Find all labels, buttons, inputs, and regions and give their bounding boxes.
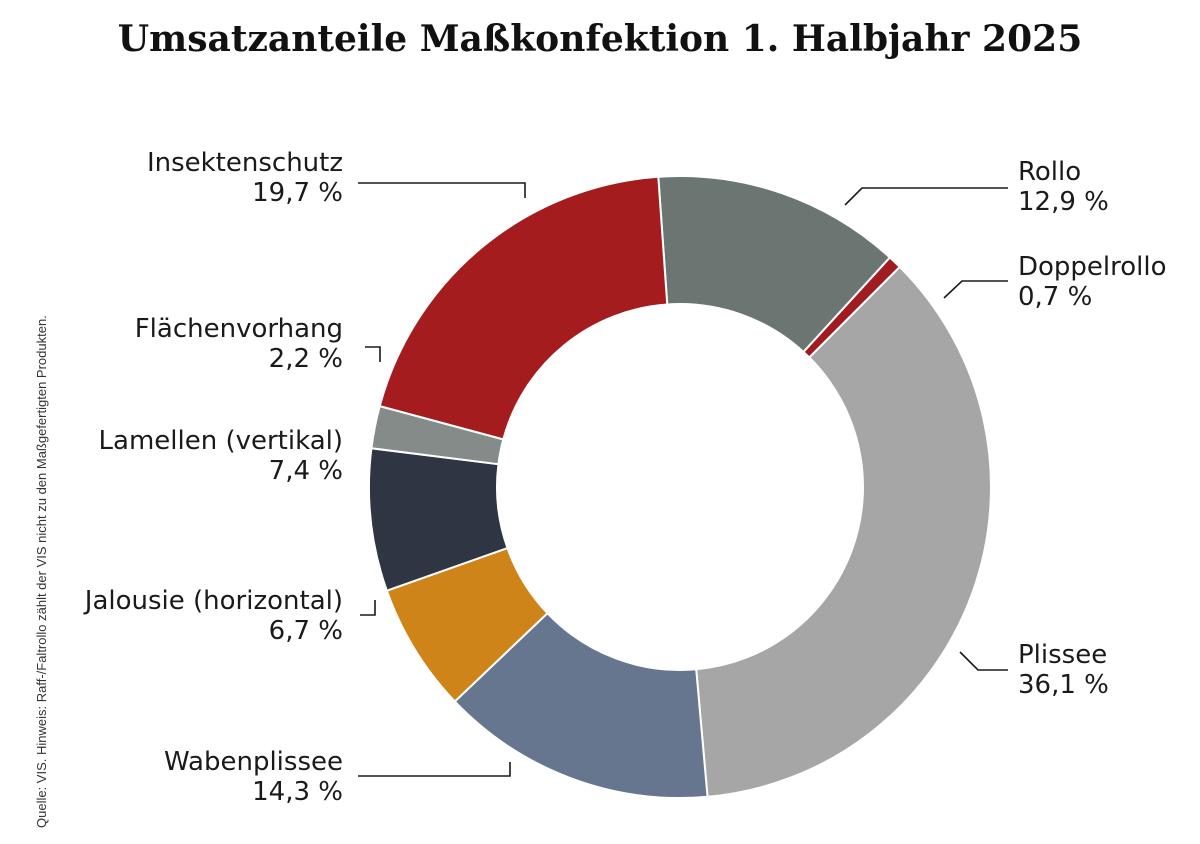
slice-insektenschutz xyxy=(378,175,669,441)
slice-value-insektenschutz: 19,7 % xyxy=(252,178,343,208)
slice-label-rollo: Rollo xyxy=(1018,157,1081,187)
slice-value-lamellen-vertikal: 7,4 % xyxy=(269,456,343,486)
slice-value-jalousie-horizontal: 6,7 % xyxy=(269,616,343,646)
slice-label-lamellen-vertikal: Lamellen (vertikal) xyxy=(99,426,343,456)
chart-title: Umsatzanteile Maßkonfektion 1. Halbjahr … xyxy=(117,18,1083,60)
slice-label-insektenschutz: Insektenschutz xyxy=(147,148,343,178)
leader-line-flaechenvorhang xyxy=(365,346,381,362)
slice-plissee xyxy=(695,265,992,798)
slice-label-doppelrollo: Doppelrollo xyxy=(1018,252,1167,282)
slice-value-plissee: 36,1 % xyxy=(1018,670,1109,700)
slice-value-flaechenvorhang: 2,2 % xyxy=(269,344,343,374)
slice-label-flaechenvorhang: Flächenvorhang xyxy=(135,314,343,344)
leader-line-insektenschutz xyxy=(358,182,526,198)
slice-value-wabenplissee: 14,3 % xyxy=(252,777,343,807)
slice-label-jalousie-horizontal: Jalousie (horizontal) xyxy=(83,586,343,616)
slice-value-doppelrollo: 0,7 % xyxy=(1018,282,1092,312)
slice-value-rollo: 12,9 % xyxy=(1018,187,1109,217)
leader-line-rollo xyxy=(844,187,1008,206)
leader-line-doppelrollo xyxy=(943,280,1008,299)
slice-label-wabenplissee: Wabenplissee xyxy=(164,747,343,777)
slice-wabenplissee xyxy=(453,611,709,799)
slice-label-plissee: Plissee xyxy=(1018,640,1107,670)
leader-line-wabenplissee xyxy=(358,762,511,777)
leader-line-jalousie-horizontal xyxy=(360,600,376,616)
leader-line-plissee xyxy=(959,651,1008,671)
